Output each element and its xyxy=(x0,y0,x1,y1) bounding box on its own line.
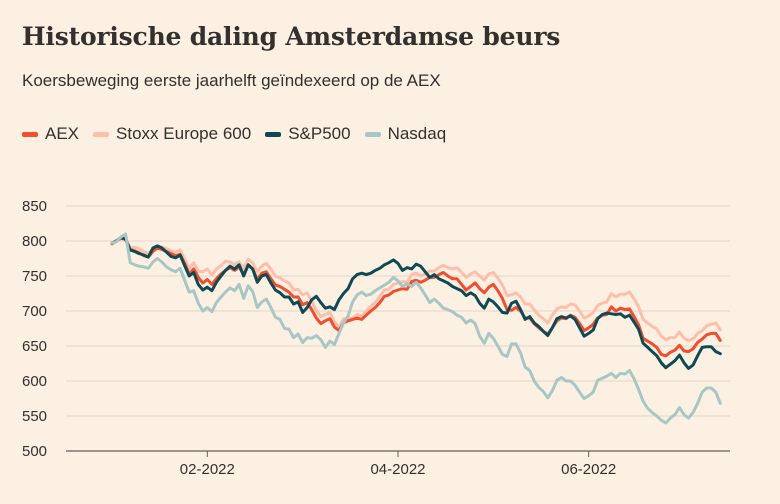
legend-item-aex: AEX xyxy=(22,124,79,144)
legend-label-stoxx: Stoxx Europe 600 xyxy=(116,124,252,143)
legend-swatch-aex xyxy=(22,131,38,137)
series-line-s-p500 xyxy=(110,236,722,370)
x-tick-label-02-2022: 02-2022 xyxy=(180,461,235,478)
legend-label-sp500: S&P500 xyxy=(288,124,351,143)
y-tick-label-750: 750 xyxy=(22,268,47,285)
series-line-nasdaq xyxy=(110,232,722,425)
y-tick-label-700: 700 xyxy=(22,303,47,320)
legend-label-aex: AEX xyxy=(45,124,80,143)
y-tick-label-550: 550 xyxy=(22,408,47,425)
legend-swatch-nasdaq xyxy=(364,131,381,137)
legend: AEX Stoxx Europe 600 S&P500 Nasdaq xyxy=(22,124,460,144)
y-tick-label-650: 650 xyxy=(22,338,47,355)
legend-swatch-sp500 xyxy=(265,131,282,137)
legend-item-sp500: S&P500 xyxy=(265,124,351,144)
x-tick-label-06-2022: 06-2022 xyxy=(561,461,616,478)
y-tick-label-600: 600 xyxy=(22,373,47,390)
chart-subtitle: Koersbeweging eerste jaarhelft geïndexee… xyxy=(22,71,441,90)
legend-label-nasdaq: Nasdaq xyxy=(387,124,447,143)
y-tick-label-850: 850 xyxy=(22,198,47,215)
series-line-aex xyxy=(110,236,722,358)
series-line-stoxx-europe-600 xyxy=(110,236,722,342)
y-tick-label-800: 800 xyxy=(22,233,47,250)
legend-item-stoxx: Stoxx Europe 600 xyxy=(93,124,251,144)
legend-item-nasdaq: Nasdaq xyxy=(364,124,447,144)
y-tick-label-500: 500 xyxy=(22,443,47,460)
x-tick-label-04-2022: 04-2022 xyxy=(370,461,425,478)
legend-swatch-stoxx xyxy=(93,131,110,137)
chart-title: Historische daling Amsterdamse beurs xyxy=(22,22,561,51)
